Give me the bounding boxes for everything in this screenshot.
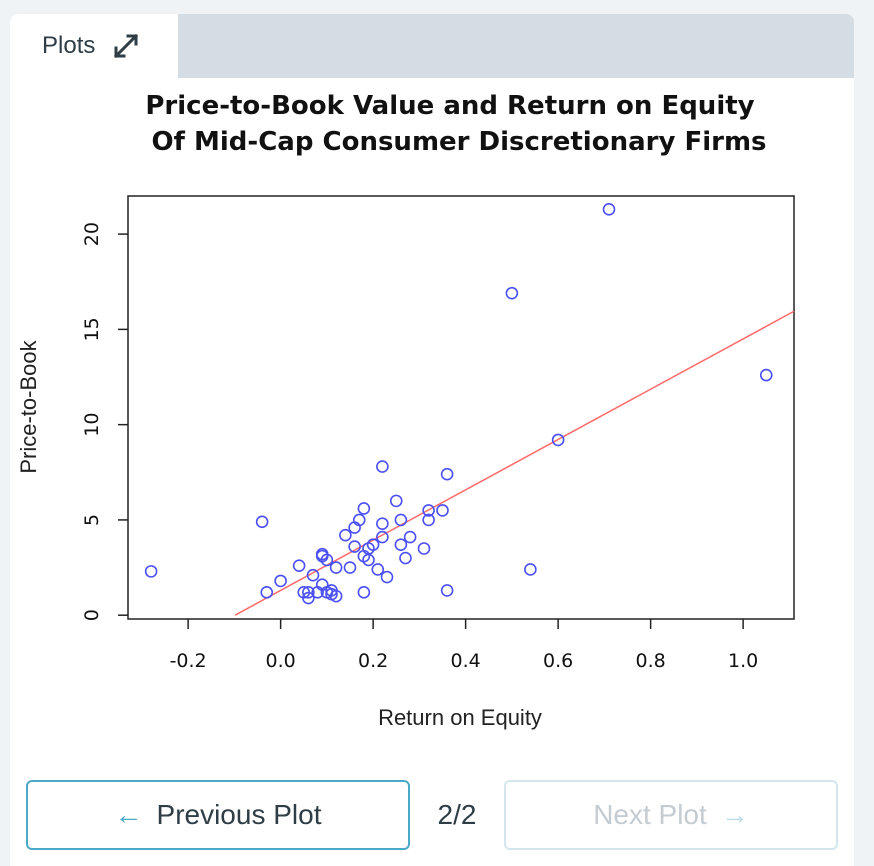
y-tick-label: 0 xyxy=(81,609,103,621)
data-point xyxy=(376,460,389,473)
x-tick-label: -0.2 xyxy=(170,650,207,672)
data-point xyxy=(292,559,306,572)
data-point xyxy=(403,530,417,544)
data-points xyxy=(144,203,773,605)
x-tick-label: 0.6 xyxy=(543,650,573,672)
data-point xyxy=(302,586,315,599)
data-point xyxy=(551,433,565,447)
x-axis: -0.2 0.0 0.2 0.4 0.6 0.8 1.0 xyxy=(170,619,758,672)
data-point xyxy=(422,504,435,517)
data-point xyxy=(260,586,274,599)
data-point xyxy=(357,586,371,599)
y-tick-label: 5 xyxy=(81,514,103,526)
tab-plots-label: Plots xyxy=(42,32,96,59)
data-point xyxy=(399,551,412,565)
data-point xyxy=(362,553,375,567)
data-point xyxy=(440,467,454,481)
scatter-plot: -0.2 0.0 0.2 0.4 0.6 0.8 1.0 0 5 10 15 20 Return o… xyxy=(16,195,795,730)
data-point xyxy=(329,561,343,574)
page-indicator: 2/2 xyxy=(437,799,477,830)
data-point xyxy=(274,574,287,588)
regression-line xyxy=(234,310,795,616)
data-point xyxy=(352,513,366,527)
y-tick-label: 15 xyxy=(81,317,103,341)
data-point xyxy=(394,513,408,527)
arrow-right-icon: → xyxy=(720,799,749,830)
tab-bar: Plots xyxy=(10,14,854,78)
plots-panel: Plots xyxy=(10,14,854,866)
data-point xyxy=(505,286,519,300)
data-point xyxy=(440,584,454,597)
data-point xyxy=(389,494,403,508)
data-point xyxy=(329,589,343,603)
plot-frame xyxy=(127,195,795,620)
next-plot-button[interactable]: Next Plot → xyxy=(504,780,838,850)
data-point xyxy=(343,561,357,574)
data-point xyxy=(376,517,389,531)
y-tick-label: 10 xyxy=(81,413,103,437)
data-point xyxy=(602,203,616,216)
y-axis-label: Price-to-Book xyxy=(16,339,41,473)
data-point xyxy=(320,553,334,567)
data-point xyxy=(357,502,371,515)
x-tick-label: 0.0 xyxy=(266,650,296,672)
arrow-left-icon: ← xyxy=(114,799,143,830)
data-point xyxy=(144,565,158,578)
data-point xyxy=(366,538,380,551)
data-point xyxy=(306,568,320,582)
data-point xyxy=(524,563,537,576)
data-point xyxy=(255,515,269,529)
data-point xyxy=(376,530,389,544)
data-point xyxy=(422,513,435,527)
x-tick-label: 0.2 xyxy=(358,650,388,672)
y-axis: 0 5 10 15 20 xyxy=(81,222,128,621)
data-point xyxy=(302,591,315,605)
tab-plots[interactable]: Plots xyxy=(10,14,178,78)
previous-plot-button[interactable]: ← Previous Plot xyxy=(26,780,410,850)
data-point xyxy=(394,538,408,551)
data-point xyxy=(339,528,352,542)
next-plot-label: Next Plot xyxy=(593,799,707,830)
chart-title: Price-to-Book Value and Return on Equity… xyxy=(145,91,767,157)
expand-icon[interactable] xyxy=(113,33,139,59)
data-point xyxy=(436,504,449,517)
x-axis-label: Return on Equity xyxy=(378,705,542,730)
data-point xyxy=(380,570,394,584)
data-point xyxy=(759,368,773,382)
data-point xyxy=(371,563,385,576)
y-tick-label: 20 xyxy=(81,222,103,246)
previous-plot-label: Previous Plot xyxy=(156,799,322,830)
data-point xyxy=(348,540,361,553)
data-point xyxy=(417,542,431,555)
x-tick-label: 1.0 xyxy=(728,650,758,672)
x-tick-label: 0.4 xyxy=(451,650,481,672)
x-tick-label: 0.8 xyxy=(636,650,666,672)
